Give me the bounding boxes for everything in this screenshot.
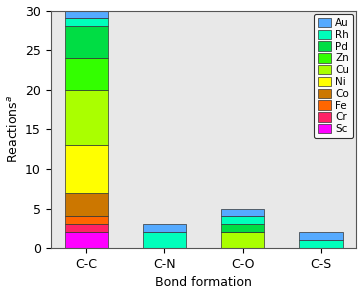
Bar: [221, 217, 264, 224]
Bar: [143, 224, 186, 232]
Bar: [64, 193, 108, 217]
Bar: [64, 11, 108, 19]
Bar: [64, 145, 108, 193]
Bar: [64, 232, 108, 248]
Bar: [299, 232, 342, 240]
Bar: [221, 209, 264, 217]
Bar: [221, 224, 264, 232]
Bar: [64, 58, 108, 90]
Bar: [64, 90, 108, 145]
Bar: [221, 232, 264, 248]
Bar: [64, 26, 108, 58]
X-axis label: Bond formation: Bond formation: [155, 276, 252, 289]
Y-axis label: Reactions$^a$: Reactions$^a$: [5, 95, 20, 163]
Bar: [64, 224, 108, 232]
Bar: [64, 19, 108, 26]
Bar: [143, 232, 186, 248]
Bar: [64, 217, 108, 224]
Legend: Au, Rh, Pd, Zn, Cu, Ni, Co, Fe, Cr, Sc: Au, Rh, Pd, Zn, Cu, Ni, Co, Fe, Cr, Sc: [314, 14, 353, 138]
Bar: [299, 240, 342, 248]
